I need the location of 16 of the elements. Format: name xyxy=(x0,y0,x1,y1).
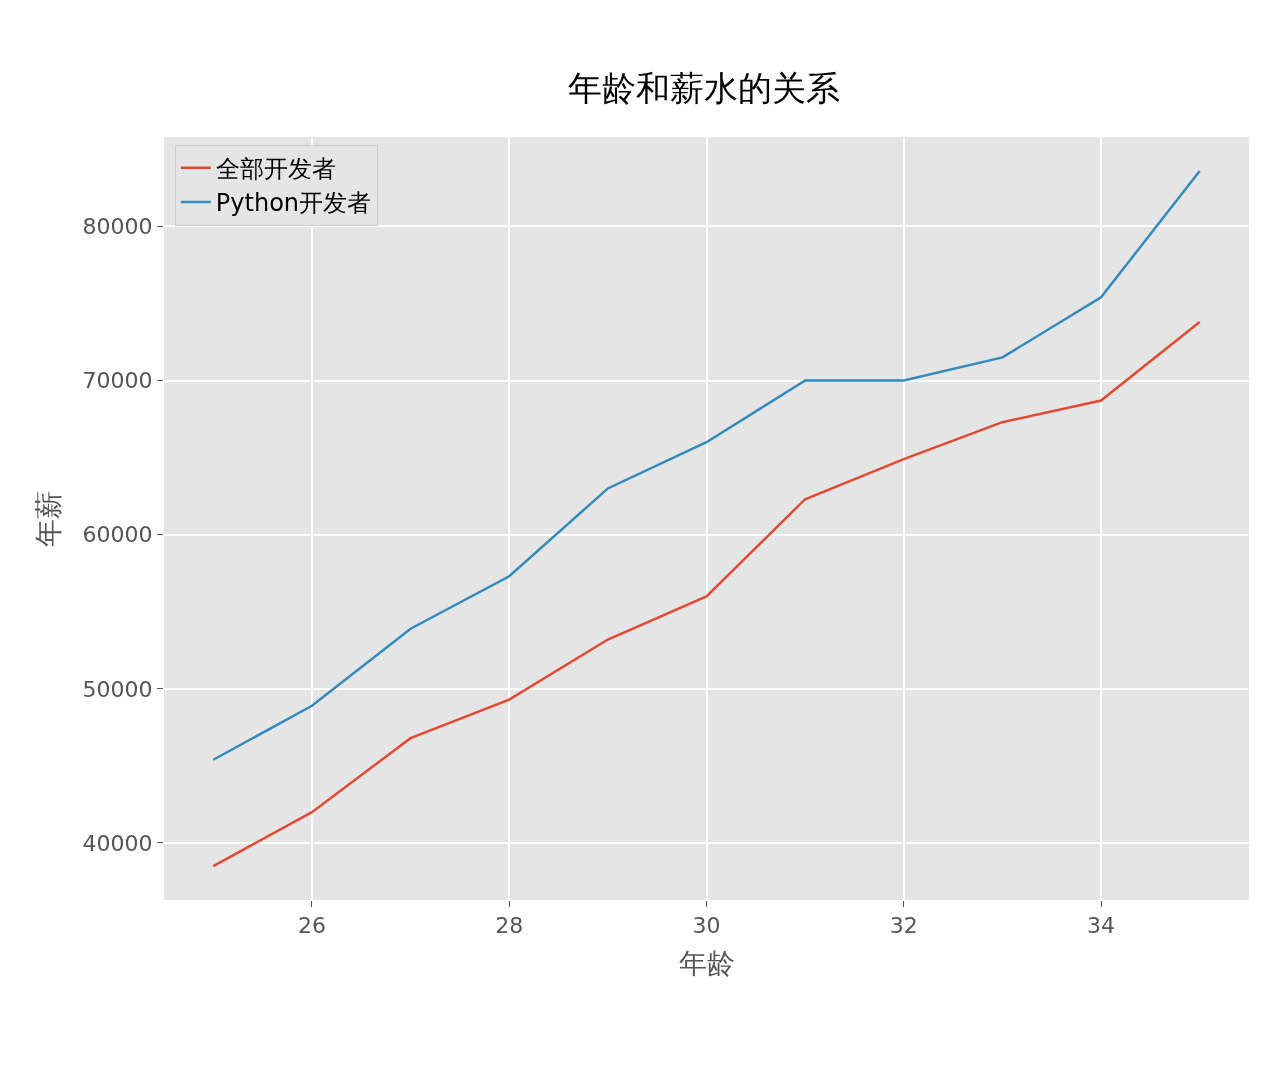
x-tick-label: 30 xyxy=(692,913,721,939)
chart-title: 年龄和薪水的关系 xyxy=(568,67,840,108)
y-tick-label: 70000 xyxy=(82,368,153,394)
line-series xyxy=(212,320,1201,868)
x-tick-label: 26 xyxy=(297,913,326,939)
legend-label: Python开发者 xyxy=(215,189,372,218)
y-tick-label: 50000 xyxy=(82,676,153,702)
y-axis-title: 年薪 xyxy=(32,490,66,547)
x-tick-label: 28 xyxy=(495,913,524,939)
legend-label: 全部开发者 xyxy=(215,155,336,184)
x-tick-label: 34 xyxy=(1087,913,1116,939)
y-tick-label: 80000 xyxy=(82,214,153,240)
x-tick-label: 32 xyxy=(889,913,918,939)
y-tick-label: 60000 xyxy=(82,522,153,548)
x-axis-title: 年龄 xyxy=(678,946,735,980)
y-tick-label: 40000 xyxy=(82,830,153,856)
